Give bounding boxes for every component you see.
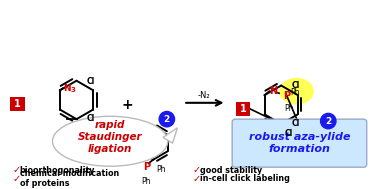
Text: Ph: Ph xyxy=(285,104,294,113)
Text: rapid
Staudinger
ligation: rapid Staudinger ligation xyxy=(78,120,142,154)
Ellipse shape xyxy=(279,78,314,105)
Text: Cl: Cl xyxy=(285,129,293,138)
Text: good stability: good stability xyxy=(201,166,263,175)
Text: N: N xyxy=(269,86,278,96)
Text: 1: 1 xyxy=(240,104,247,114)
Text: bioorthogonality: bioorthogonality xyxy=(20,166,95,175)
Circle shape xyxy=(321,113,336,129)
Text: -N₂: -N₂ xyxy=(198,91,211,100)
Text: in-cell click labeling: in-cell click labeling xyxy=(201,174,290,183)
Text: Cl: Cl xyxy=(87,77,95,85)
Text: ✓: ✓ xyxy=(12,165,20,175)
Text: +: + xyxy=(122,98,133,112)
FancyBboxPatch shape xyxy=(232,119,367,167)
Text: Cl: Cl xyxy=(292,119,300,128)
Text: P: P xyxy=(143,162,150,172)
Text: robust aza-ylide
formation: robust aza-ylide formation xyxy=(249,132,350,154)
FancyBboxPatch shape xyxy=(10,97,25,112)
Circle shape xyxy=(159,112,174,127)
Text: 1: 1 xyxy=(14,99,21,109)
Text: chemical modification
of proteins: chemical modification of proteins xyxy=(20,169,119,188)
Text: 2: 2 xyxy=(164,115,170,124)
Text: N: N xyxy=(63,84,70,93)
Text: Ph: Ph xyxy=(291,88,300,97)
Ellipse shape xyxy=(53,116,168,166)
FancyBboxPatch shape xyxy=(236,102,250,116)
Text: Cl: Cl xyxy=(292,81,300,90)
Text: ✓: ✓ xyxy=(193,174,201,184)
Text: P: P xyxy=(283,91,290,101)
Text: 2: 2 xyxy=(325,117,332,125)
Text: ✓: ✓ xyxy=(193,165,201,175)
Text: Ph: Ph xyxy=(156,165,166,174)
Text: ✓: ✓ xyxy=(12,174,20,184)
Text: 3: 3 xyxy=(70,87,75,93)
Text: Cl: Cl xyxy=(87,114,95,123)
Polygon shape xyxy=(163,128,177,143)
Text: Ph: Ph xyxy=(141,177,150,186)
